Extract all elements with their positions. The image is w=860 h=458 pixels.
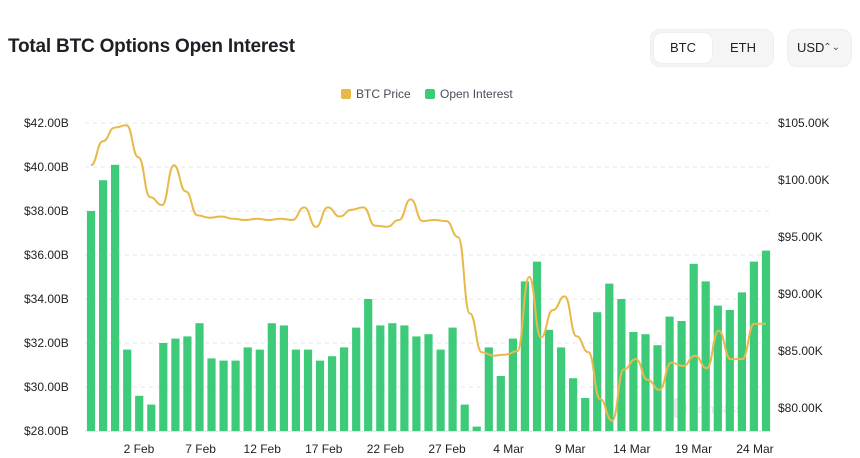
left-axis-tick-label: $28.00B [24, 424, 69, 438]
left-axis-tick-label: $36.00B [24, 248, 69, 262]
right-axis-tick-label: $105.00K [778, 116, 829, 130]
updown-chevron-icon: ⌃⌄ [823, 42, 840, 53]
x-axis-tick-label: 7 Feb [185, 442, 216, 456]
open-interest-bar [472, 426, 481, 431]
open-interest-bar [376, 325, 385, 431]
open-interest-bar [641, 334, 650, 431]
left-axis-tick-label: $38.00B [24, 204, 69, 218]
open-interest-bar [171, 338, 180, 431]
open-interest-bar [496, 376, 505, 431]
x-axis-tick-label: 27 Feb [428, 442, 466, 456]
open-interest-bar [219, 360, 228, 431]
open-interest-bar [99, 180, 108, 431]
eth-toggle-button[interactable]: ETH [730, 40, 756, 55]
left-axis-tick-label: $30.00B [24, 380, 69, 394]
legend-swatch[interactable] [341, 89, 351, 99]
open-interest-bar [557, 347, 566, 431]
open-interest-bar [147, 404, 156, 431]
asset-toggle: BTC ETH [650, 29, 774, 67]
open-interest-bar [364, 299, 373, 431]
open-interest-bar [436, 349, 445, 431]
left-axis-tick-label: $40.00B [24, 160, 69, 174]
open-interest-bar [388, 323, 397, 431]
x-axis-tick-label: 17 Feb [305, 442, 343, 456]
btc-toggle-button[interactable]: BTC [654, 33, 712, 63]
open-interest-bar [725, 310, 734, 431]
legend-label[interactable]: BTC Price [356, 87, 411, 101]
open-interest-bar [328, 356, 337, 431]
left-axis-tick-label: $42.00B [24, 116, 69, 130]
open-interest-bar [207, 358, 216, 431]
open-interest-bar [544, 329, 554, 431]
open-interest-bar [352, 327, 361, 431]
btc-price-line [90, 124, 766, 422]
open-interest-bar [243, 347, 252, 431]
open-interest-bar [701, 281, 710, 431]
right-axis-tick-label: $85.00K [778, 344, 823, 358]
open-interest-bar [424, 334, 433, 431]
x-axis-tick-label: 24 Mar [736, 442, 773, 456]
open-interest-bar [460, 404, 469, 431]
open-interest-bar [340, 347, 349, 431]
currency-select-value: USD [797, 40, 825, 55]
right-axis-tick-label: $80.00K [778, 401, 823, 415]
left-axis-tick-label: $32.00B [24, 336, 69, 350]
open-interest-bar [761, 250, 771, 431]
open-interest-bar [231, 360, 240, 431]
right-axis-tick-label: $95.00K [778, 230, 823, 244]
x-axis-tick-label: 2 Feb [124, 442, 155, 456]
open-interest-bar [279, 325, 288, 431]
open-interest-bar [593, 312, 602, 431]
page-title: Total BTC Options Open Interest [8, 36, 295, 57]
legend-label[interactable]: Open Interest [440, 87, 513, 101]
right-axis-tick-label: $90.00K [778, 287, 823, 301]
x-axis-tick-label: 19 Mar [675, 442, 712, 456]
open-interest-bar [749, 261, 758, 431]
open-interest-bar [677, 321, 686, 431]
open-interest-bar [267, 323, 276, 431]
open-interest-bar [135, 395, 144, 431]
open-interest-bar [183, 336, 192, 431]
open-interest-bar [86, 211, 96, 431]
right-axis-tick-label: $100.00K [778, 173, 829, 187]
open-interest-bar [629, 332, 638, 431]
open-interest-bar [159, 343, 168, 431]
x-axis-tick-label: 4 Mar [493, 442, 524, 456]
currency-select[interactable]: USD ⌃⌄ [787, 29, 852, 67]
open-interest-bar [689, 263, 698, 431]
open-interest-bar [532, 261, 542, 431]
open-interest-bar [737, 292, 746, 431]
open-interest-bar [303, 349, 313, 431]
x-axis-tick-label: 14 Mar [613, 442, 650, 456]
legend-swatch[interactable] [425, 89, 435, 99]
open-interest-bar [123, 349, 132, 431]
left-axis-tick-label: $34.00B [24, 292, 69, 306]
open-interest-bar [713, 305, 722, 431]
open-interest-bar [291, 349, 300, 431]
open-interest-bar [111, 164, 120, 432]
open-interest-bar [520, 281, 529, 431]
open-interest-bar [569, 378, 578, 431]
open-interest-bar [315, 360, 325, 431]
open-interest-bar [448, 327, 457, 431]
open-interest-bar [581, 398, 590, 431]
open-interest-bar [400, 325, 409, 431]
open-interest-bar [412, 336, 421, 431]
open-interest-bar [195, 323, 204, 431]
x-axis-tick-label: 9 Mar [555, 442, 586, 456]
open-interest-bar [484, 347, 493, 431]
open-interest-bar [653, 345, 662, 431]
x-axis-tick-label: 12 Feb [244, 442, 282, 456]
open-interest-bar [508, 338, 517, 431]
open-interest-bar [255, 349, 264, 431]
open-interest-bar [605, 283, 614, 431]
x-axis-tick-label: 22 Feb [367, 442, 405, 456]
open-interest-bar [665, 316, 674, 431]
open-interest-bar [617, 299, 626, 431]
